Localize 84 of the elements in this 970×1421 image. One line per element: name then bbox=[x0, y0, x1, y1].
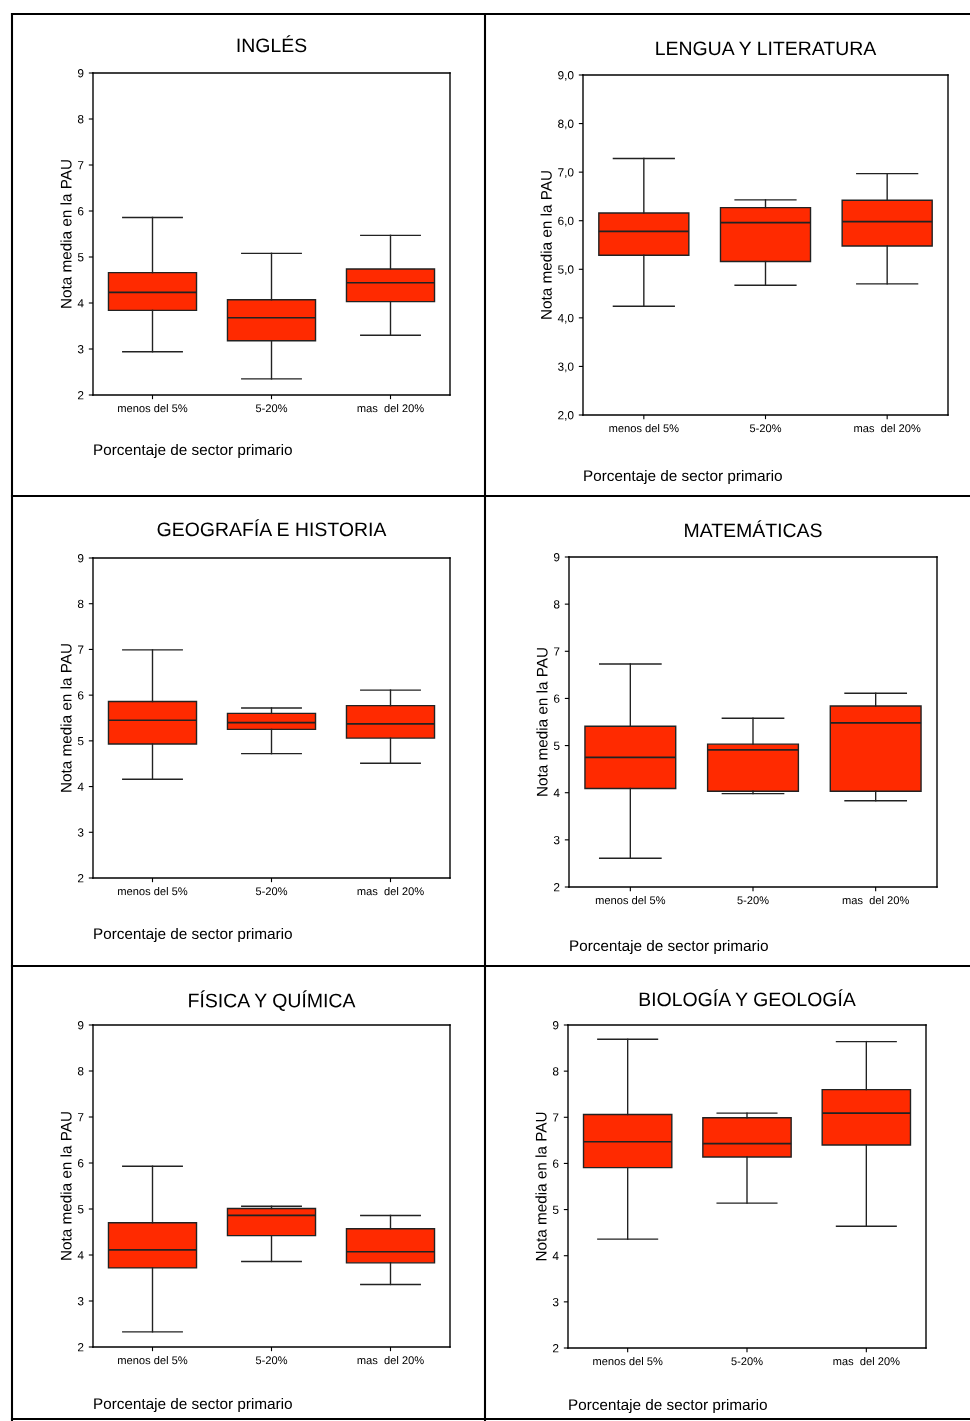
x-tick-label: menos del 5% bbox=[609, 424, 679, 433]
y-tick-label: 7 bbox=[553, 1113, 559, 1122]
y-tick-label: 5 bbox=[553, 741, 560, 750]
y-tick-label: 9,0 bbox=[558, 71, 574, 81]
y-axis-title: Nota media en la PAU bbox=[60, 1112, 72, 1260]
chart-title: GEOGRAFÍA E HISTORIA bbox=[157, 519, 387, 537]
x-tick-label: mas del 20% bbox=[357, 1356, 424, 1365]
x-tick-label: 5-20% bbox=[731, 1357, 763, 1366]
x-tick-label: 5-20% bbox=[255, 404, 288, 413]
y-tick-label: 8 bbox=[77, 1067, 84, 1076]
x-tick-label: menos del 5% bbox=[118, 887, 188, 896]
x-axis-title: Porcentaje de sector primario bbox=[94, 1397, 292, 1413]
y-tick-label: 3,0 bbox=[558, 362, 574, 373]
y-axis-title: Nota media en la PAU bbox=[535, 1112, 547, 1261]
x-tick-label: mas del 20% bbox=[357, 404, 424, 413]
y-axis-title: Nota media en la PAU bbox=[540, 171, 552, 319]
y-tick-label: 6 bbox=[78, 1159, 84, 1168]
chart-title: BIOLOGÍA Y GEOLOGÍA bbox=[639, 989, 856, 1007]
x-tick-label: mas del 20% bbox=[357, 887, 424, 896]
y-tick-label: 4,0 bbox=[557, 313, 574, 324]
y-tick-label: 7 bbox=[78, 161, 84, 170]
y-tick-label: 2 bbox=[78, 1343, 84, 1352]
y-tick-label: 9 bbox=[553, 553, 560, 562]
y-tick-label: 7,0 bbox=[558, 168, 574, 178]
y-tick-label: 4 bbox=[77, 1251, 84, 1260]
y-tick-label: 2 bbox=[554, 883, 560, 892]
x-tick-label: menos del 5% bbox=[595, 896, 666, 905]
x-tick-label: 5-20% bbox=[255, 887, 288, 896]
y-tick-label: 9 bbox=[552, 1021, 559, 1030]
y-tick-label: 8 bbox=[77, 599, 84, 609]
y-tick-label: 3 bbox=[552, 1297, 559, 1307]
y-tick-label: 5 bbox=[77, 1205, 84, 1214]
y-tick-label: 8 bbox=[77, 115, 84, 124]
y-tick-label: 3 bbox=[77, 828, 84, 837]
y-tick-label: 5 bbox=[552, 1205, 559, 1214]
x-axis-title: Porcentaje de sector primario bbox=[94, 927, 292, 943]
x-tick-label: menos del 5% bbox=[118, 404, 188, 413]
x-tick-label: mas del 20% bbox=[842, 896, 909, 905]
x-tick-label: 5-20% bbox=[255, 1356, 288, 1365]
y-axis-title: Nota media en la PAU bbox=[60, 644, 72, 792]
y-tick-label: 6 bbox=[78, 207, 84, 216]
x-tick-label: menos del 5% bbox=[593, 1357, 663, 1366]
y-tick-label: 5 bbox=[77, 253, 84, 262]
y-tick-label: 4 bbox=[553, 788, 560, 797]
y-tick-label: 3 bbox=[77, 1297, 84, 1306]
y-tick-label: 2 bbox=[78, 874, 84, 883]
y-tick-label: 2 bbox=[78, 391, 84, 400]
y-tick-label: 7 bbox=[78, 1113, 84, 1122]
y-tick-label: 6 bbox=[78, 691, 84, 700]
y-tick-label: 7 bbox=[554, 647, 560, 656]
y-tick-label: 8 bbox=[553, 600, 560, 609]
y-tick-label: 6 bbox=[553, 1159, 559, 1168]
chart-title: INGLÉS bbox=[237, 35, 307, 53]
y-tick-label: 4 bbox=[77, 782, 84, 791]
x-tick-label: mas del 20% bbox=[833, 1357, 900, 1366]
chart-title: LENGUA Y LITERATURA bbox=[656, 41, 877, 56]
y-tick-label: 9 bbox=[77, 1021, 84, 1030]
x-axis-title: Porcentaje de sector primario bbox=[94, 443, 292, 459]
x-tick-label: menos del 5% bbox=[118, 1356, 188, 1365]
y-tick-label: 4 bbox=[552, 1251, 559, 1260]
y-tick-label: 8 bbox=[552, 1067, 559, 1076]
y-tick-label: 9 bbox=[77, 554, 84, 563]
x-axis-title: Porcentaje de sector primario bbox=[584, 469, 782, 485]
x-axis-title: Porcentaje de sector primario bbox=[570, 939, 768, 955]
chart-title: FÍSICA Y QUÍMICA bbox=[189, 990, 356, 1011]
y-tick-label: 3 bbox=[77, 345, 84, 354]
y-axis-title: Nota media en la PAU bbox=[536, 648, 548, 796]
y-tick-label: 9 bbox=[77, 69, 84, 78]
x-tick-label: 5-20% bbox=[737, 896, 769, 905]
y-tick-label: 2 bbox=[553, 1344, 559, 1353]
y-axis-title: Nota media en la PAU bbox=[60, 160, 72, 308]
y-tick-label: 8,0 bbox=[558, 119, 574, 130]
y-tick-label: 3 bbox=[553, 835, 560, 845]
y-tick-label: 4 bbox=[77, 299, 84, 308]
x-axis-title: Porcentaje de sector primario bbox=[569, 1398, 767, 1414]
y-tick-label: 5 bbox=[77, 737, 84, 746]
x-tick-label: mas del 20% bbox=[854, 424, 921, 433]
chart-title: MATEMÁTICAS bbox=[685, 520, 822, 538]
y-tick-label: 6 bbox=[554, 694, 560, 703]
y-tick-label: 6,0 bbox=[558, 216, 574, 227]
y-tick-label: 5,0 bbox=[558, 265, 574, 276]
x-tick-label: 5-20% bbox=[749, 424, 782, 433]
y-tick-label: 2,0 bbox=[558, 411, 574, 421]
y-tick-label: 7 bbox=[78, 645, 84, 654]
